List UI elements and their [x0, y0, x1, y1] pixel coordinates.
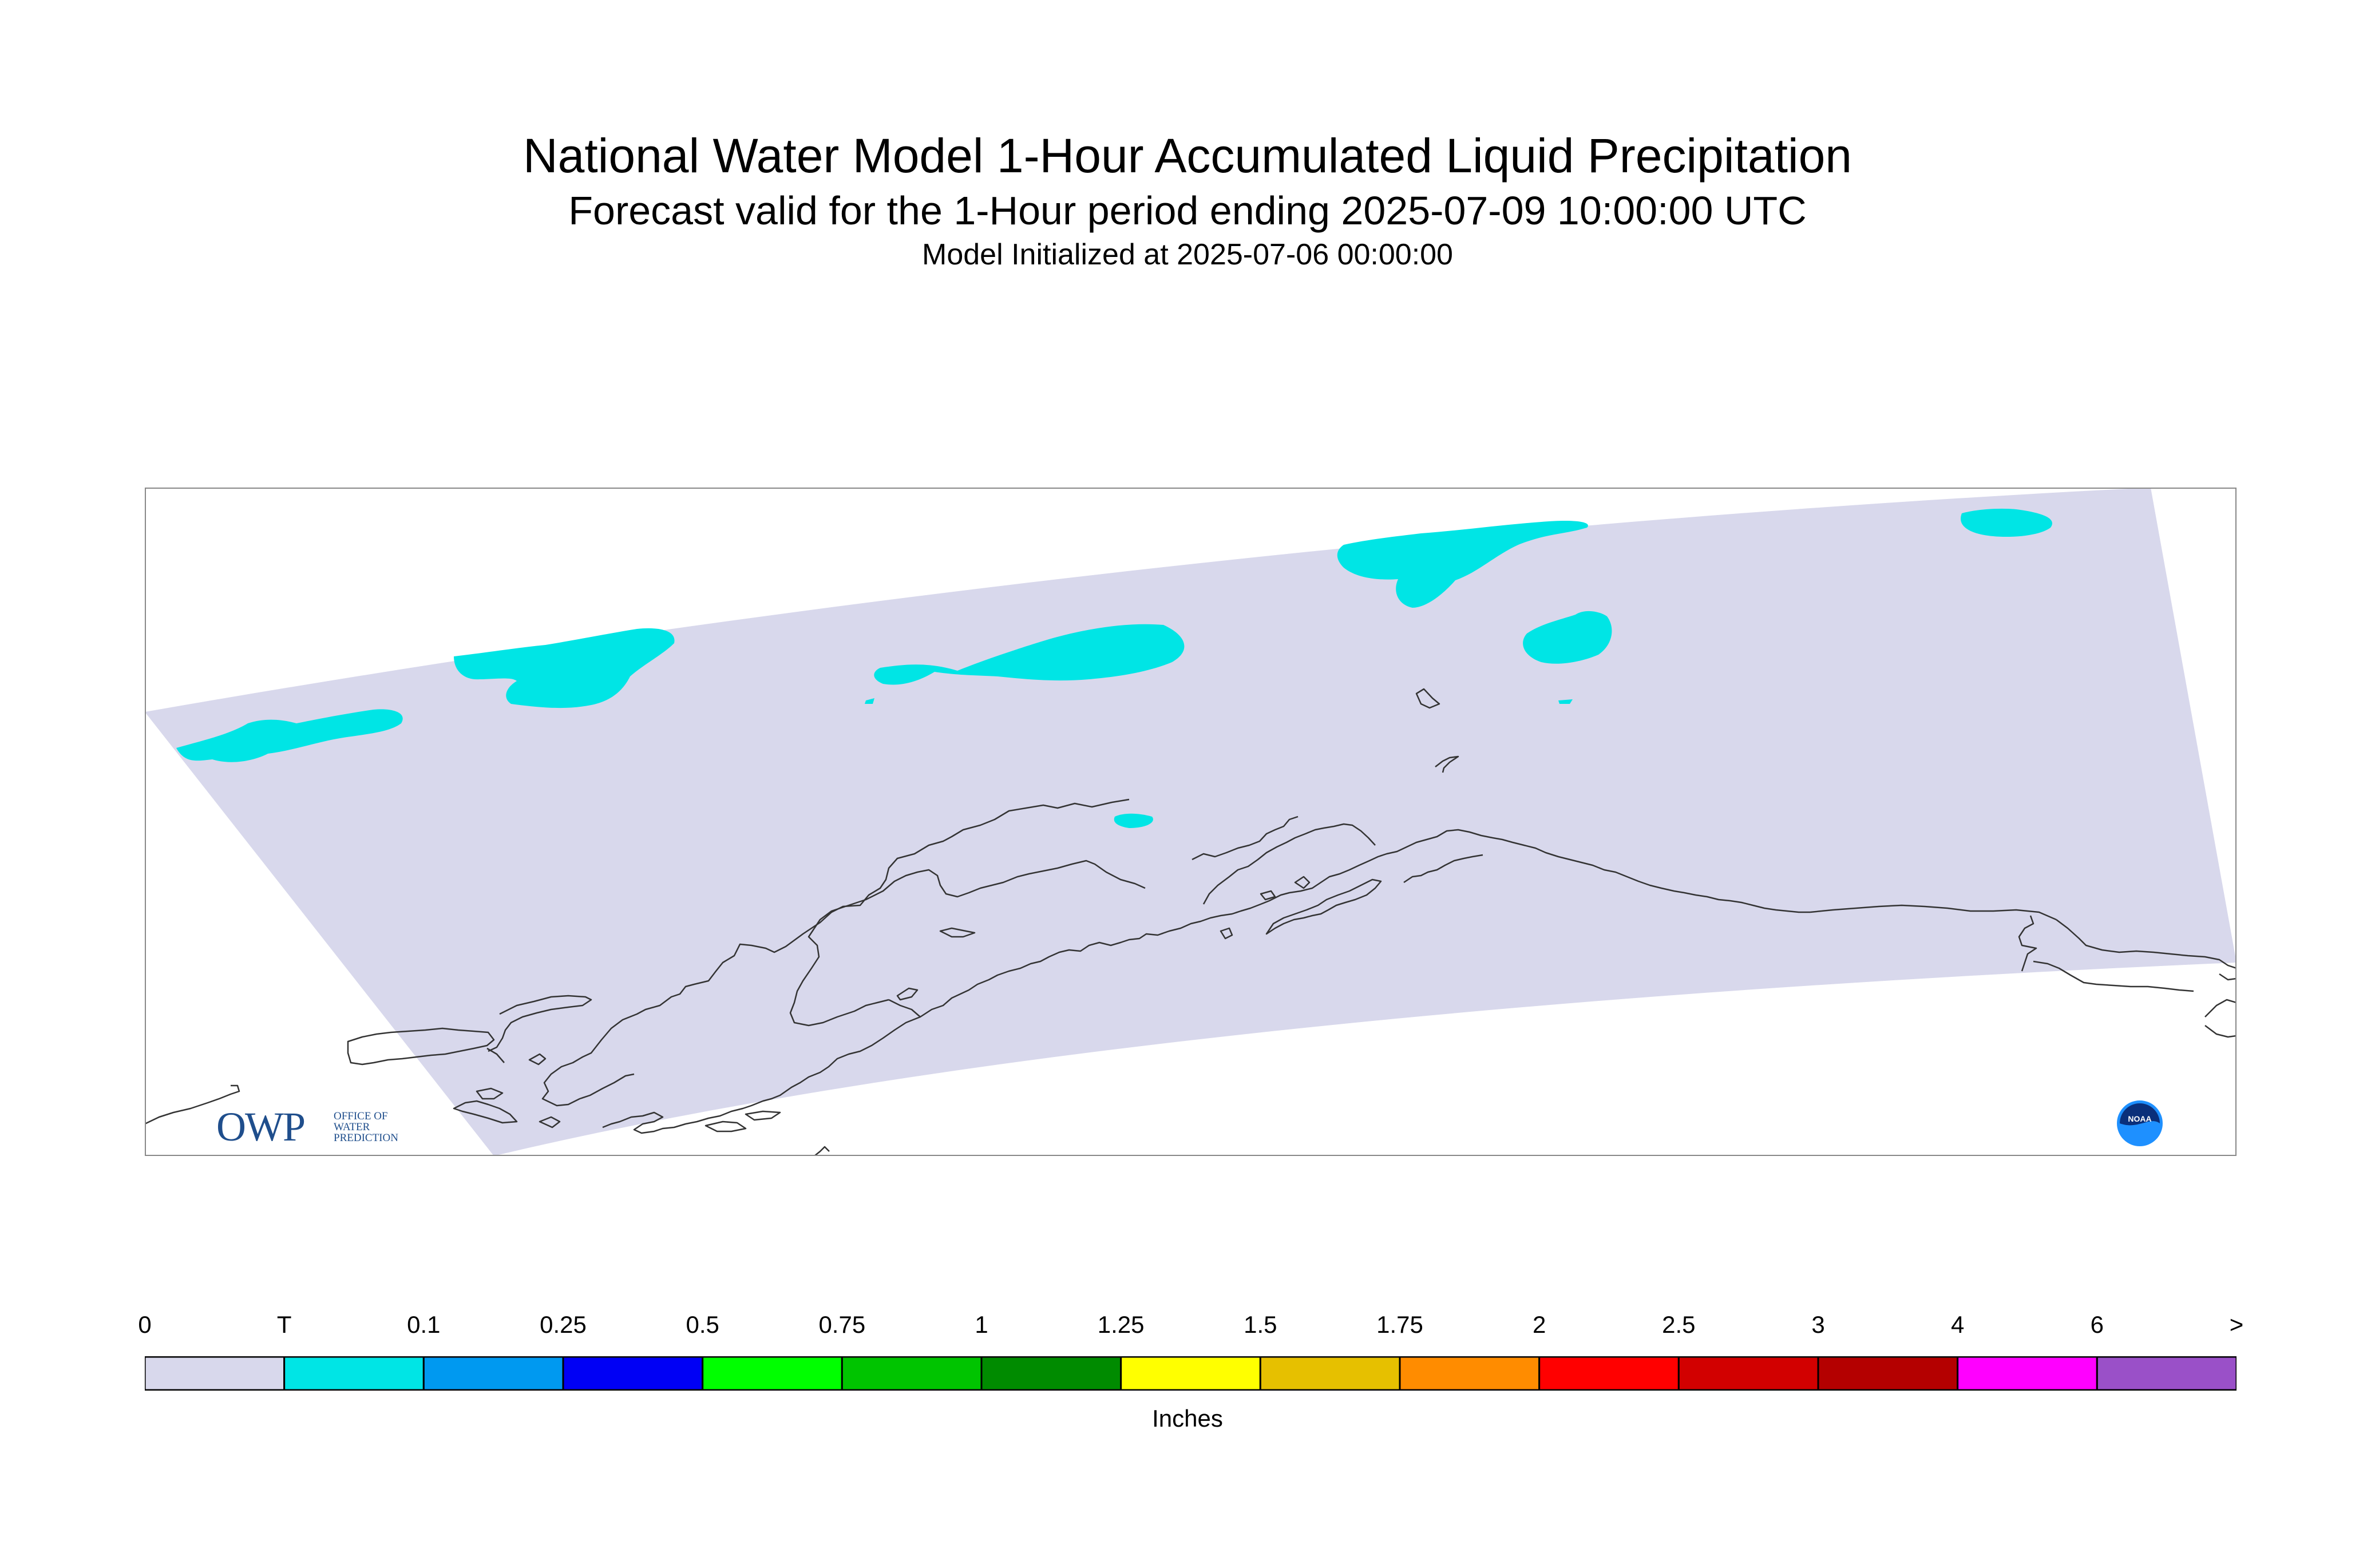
- trace-area: [176, 709, 403, 762]
- legend-tick-label: 3: [1811, 1311, 1825, 1338]
- colorbar-segment: [1817, 1356, 1959, 1391]
- noaa-logo-text: NOAA: [2128, 1114, 2151, 1123]
- legend-tick-label: 1.5: [1244, 1311, 1277, 1338]
- colorbar-segment: [841, 1356, 983, 1391]
- coastline: [145, 1084, 240, 1125]
- legend-tick-label: 2.5: [1662, 1311, 1696, 1338]
- coastline: [920, 829, 1810, 1018]
- coastline: [541, 798, 1130, 1107]
- trace-area: [874, 624, 1185, 685]
- legend-tick-label: 1: [975, 1311, 988, 1338]
- legend-tick-label: 0.25: [540, 1311, 587, 1338]
- coastline: [539, 1116, 561, 1129]
- coastline: [2204, 1025, 2237, 1038]
- coastline: [789, 928, 889, 1027]
- colorbar-segment: [980, 1356, 1122, 1391]
- trace-area: [454, 628, 675, 708]
- map-panel: OWP OFFICE OF WATER PREDICTION NOAA: [145, 488, 2237, 1156]
- trace-precip-areas: [176, 508, 2052, 828]
- coastline: [939, 927, 976, 938]
- coastline: [704, 1120, 747, 1133]
- legend-tick-label: 0.1: [407, 1311, 441, 1338]
- legend-tick-label: 2: [1532, 1311, 1546, 1338]
- coastline: [1220, 927, 1233, 940]
- colorbar-segment: [145, 1356, 286, 1391]
- colorbar-segment: [283, 1356, 425, 1391]
- model-init-line: Model Initialized at 2025-07-06 00:00:00: [922, 238, 1453, 271]
- coastline: [2018, 915, 2037, 972]
- coastline: [814, 1146, 830, 1156]
- colorbar-segment: [422, 1356, 564, 1391]
- colorbar-segment: [1120, 1356, 1261, 1391]
- owp-logo-text: OFFICE OF WATER PREDICTION: [334, 1110, 398, 1144]
- coastline: [2033, 960, 2194, 992]
- coastline: [476, 1087, 504, 1100]
- colorbar-segment: [702, 1356, 843, 1391]
- coastline: [488, 995, 592, 1052]
- coastline: [745, 1110, 781, 1121]
- legend-tick-label: 0.5: [686, 1311, 719, 1338]
- legend-tick-label: 1.25: [1097, 1311, 1145, 1338]
- coastline: [453, 1100, 518, 1124]
- coastline: [896, 987, 919, 1001]
- map-title: National Water Model 1-Hour Accumulated …: [522, 129, 1852, 183]
- owp-logo-letters: OWP: [216, 1104, 306, 1150]
- coastline: [1260, 890, 1276, 901]
- trace-area: [1961, 508, 2052, 537]
- model-domain: [145, 488, 2237, 1156]
- coastline: [2056, 919, 2237, 969]
- colorbar-segment: [1957, 1356, 2098, 1391]
- noaa-logo: NOAA: [2116, 1099, 2164, 1147]
- trace-area: [1337, 521, 1588, 608]
- map-canvas: [145, 488, 2237, 1156]
- noaa-logo-bird: [2120, 1103, 2160, 1126]
- legend-tick-label: 0: [138, 1311, 152, 1338]
- colorbar: [145, 1356, 2237, 1391]
- owp-logo: OWP OFFICE OF WATER PREDICTION: [216, 1104, 422, 1150]
- colorbar-segment: [1259, 1356, 1401, 1391]
- coastline: [1192, 815, 1299, 861]
- trace-area: [1558, 699, 1573, 704]
- coastline: [1265, 878, 1382, 935]
- coastline: [486, 1047, 505, 1063]
- coastline: [813, 860, 1146, 929]
- coastline: [1435, 755, 1459, 773]
- legend-tick-label: T: [276, 1311, 292, 1338]
- coastline: [347, 1027, 495, 1066]
- colorbar-segment: [1538, 1356, 1680, 1391]
- legend-tick-label: 1.75: [1376, 1311, 1423, 1338]
- legend-labels: 0 T 0.1 0.25 0.5 0.75 1 1.25 1.5 1.75 2 2.5 3 4 6 >: [0, 1310, 2375, 1345]
- colorbar-segment: [1399, 1356, 1541, 1391]
- legend-tick-label: 4: [1950, 1311, 1965, 1338]
- colorbar-segment: [1677, 1356, 1819, 1391]
- coastline: [602, 999, 921, 1134]
- coastline: [1403, 854, 1483, 884]
- coastline: [1415, 688, 1440, 709]
- colorbar-segment: [2096, 1356, 2237, 1391]
- legend-tick-label: >: [2229, 1311, 2244, 1338]
- coastline: [1294, 876, 1311, 889]
- coastline: [1202, 823, 1376, 905]
- legend-tick-label: 6: [2090, 1311, 2104, 1338]
- legend-tick-label: 0.75: [818, 1311, 866, 1338]
- legend-unit-label: Inches: [1152, 1405, 1223, 1432]
- coastline: [1810, 904, 2057, 921]
- trace-area: [865, 698, 874, 704]
- trace-area: [1114, 813, 1153, 828]
- map-subtitle: Forecast valid for the 1-Hour period end…: [568, 188, 1807, 233]
- coastlines: [145, 688, 2237, 1156]
- coastline: [528, 1053, 547, 1066]
- trace-area: [1523, 611, 1612, 664]
- coastline: [2219, 973, 2237, 981]
- map-frame: [145, 488, 2237, 1156]
- coastline: [2204, 999, 2237, 1017]
- colorbar-segment: [562, 1356, 704, 1391]
